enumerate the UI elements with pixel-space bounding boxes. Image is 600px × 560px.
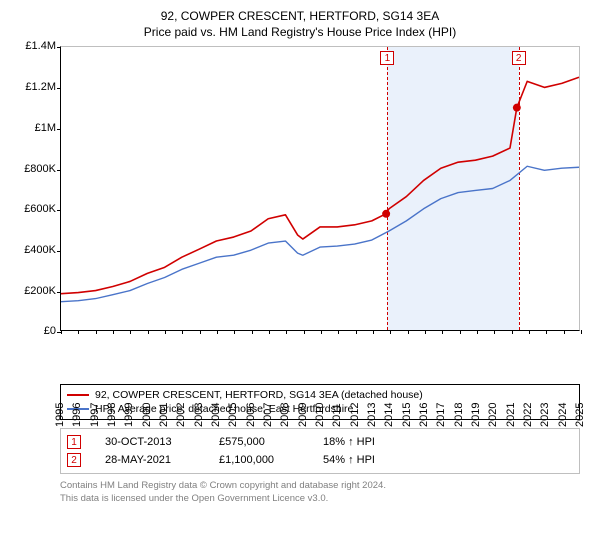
xtick-label: 2020: [487, 382, 499, 427]
event-row: 2 28-MAY-2021 £1,100,000 54% ↑ HPI: [67, 451, 573, 469]
price-marker: [382, 210, 390, 218]
xtick-label: 2002: [175, 382, 187, 427]
ytick-label: £400K: [12, 244, 56, 256]
ytick-label: £800K: [12, 163, 56, 175]
events-table: 1 30-OCT-2013 £575,000 18% ↑ HPI 2 28-MAY-202…: [60, 428, 580, 474]
event-price: £1,100,000: [219, 454, 299, 466]
xtick-label: 2024: [557, 382, 569, 427]
xtick-label: 2018: [453, 382, 465, 427]
xtick-label: 1999: [123, 382, 135, 427]
event-date: 30-OCT-2013: [105, 436, 195, 448]
xtick-label: 2021: [505, 382, 517, 427]
xtick-label: 2019: [470, 382, 482, 427]
footer-attribution: Contains HM Land Registry data © Crown c…: [60, 480, 580, 506]
title-line-2: Price paid vs. HM Land Registry's House …: [12, 24, 588, 40]
ytick-label: £200K: [12, 285, 56, 297]
xtick-label: 2025: [574, 382, 586, 427]
event-badge-cell: 2: [67, 453, 81, 467]
xtick-label: 2005: [227, 382, 239, 427]
xtick-label: 2022: [522, 382, 534, 427]
xtick-label: 1996: [71, 382, 83, 427]
xtick-label: 2000: [141, 382, 153, 427]
xtick-label: 2003: [193, 382, 205, 427]
xtick-label: 2016: [418, 382, 430, 427]
xtick-label: 2011: [331, 382, 343, 427]
ytick-label: £1.4M: [12, 40, 56, 52]
xtick-label: 2001: [158, 382, 170, 427]
footer-line-2: This data is licensed under the Open Gov…: [60, 493, 580, 506]
chart-title: 92, COWPER CRESCENT, HERTFORD, SG14 3EA …: [12, 8, 588, 40]
xtick-label: 2007: [262, 382, 274, 427]
ytick-label: £1.2M: [12, 81, 56, 93]
xtick-label: 1995: [54, 382, 66, 427]
lines-svg: [61, 47, 579, 330]
xtick-label: 2006: [245, 382, 257, 427]
event-pct: 18% ↑ HPI: [323, 436, 413, 448]
xtick-label: 2010: [314, 382, 326, 427]
xtick-label: 2015: [401, 382, 413, 427]
event-price: £575,000: [219, 436, 299, 448]
series-hpi: [61, 167, 579, 302]
xtick-label: 2004: [210, 382, 222, 427]
xtick-label: 2023: [539, 382, 551, 427]
event-row: 1 30-OCT-2013 £575,000 18% ↑ HPI: [67, 433, 573, 451]
ytick-label: £1M: [12, 122, 56, 134]
chart-area: 12 £0£200K£400K£600K£800K£1M£1.2M£1.4M19…: [12, 46, 588, 376]
xtick-label: 2014: [383, 382, 395, 427]
xtick-label: 2009: [297, 382, 309, 427]
event-date: 28-MAY-2021: [105, 454, 195, 466]
xtick-label: 2012: [349, 382, 361, 427]
footer-line-1: Contains HM Land Registry data © Crown c…: [60, 480, 580, 493]
xtick-label: 2017: [435, 382, 447, 427]
price-marker: [513, 104, 521, 112]
chart-container: 92, COWPER CRESCENT, HERTFORD, SG14 3EA …: [0, 0, 600, 560]
event-badge-cell: 1: [67, 435, 81, 449]
event-pct: 54% ↑ HPI: [323, 454, 413, 466]
series-addr: [61, 78, 579, 294]
title-line-1: 92, COWPER CRESCENT, HERTFORD, SG14 3EA: [12, 8, 588, 24]
xtick-label: 1997: [89, 382, 101, 427]
plot-region: 12: [60, 46, 580, 331]
xtick-label: 1998: [106, 382, 118, 427]
ytick-label: £0: [12, 325, 56, 337]
xtick-label: 2013: [366, 382, 378, 427]
xtick-label: 2008: [279, 382, 291, 427]
ytick-label: £600K: [12, 203, 56, 215]
